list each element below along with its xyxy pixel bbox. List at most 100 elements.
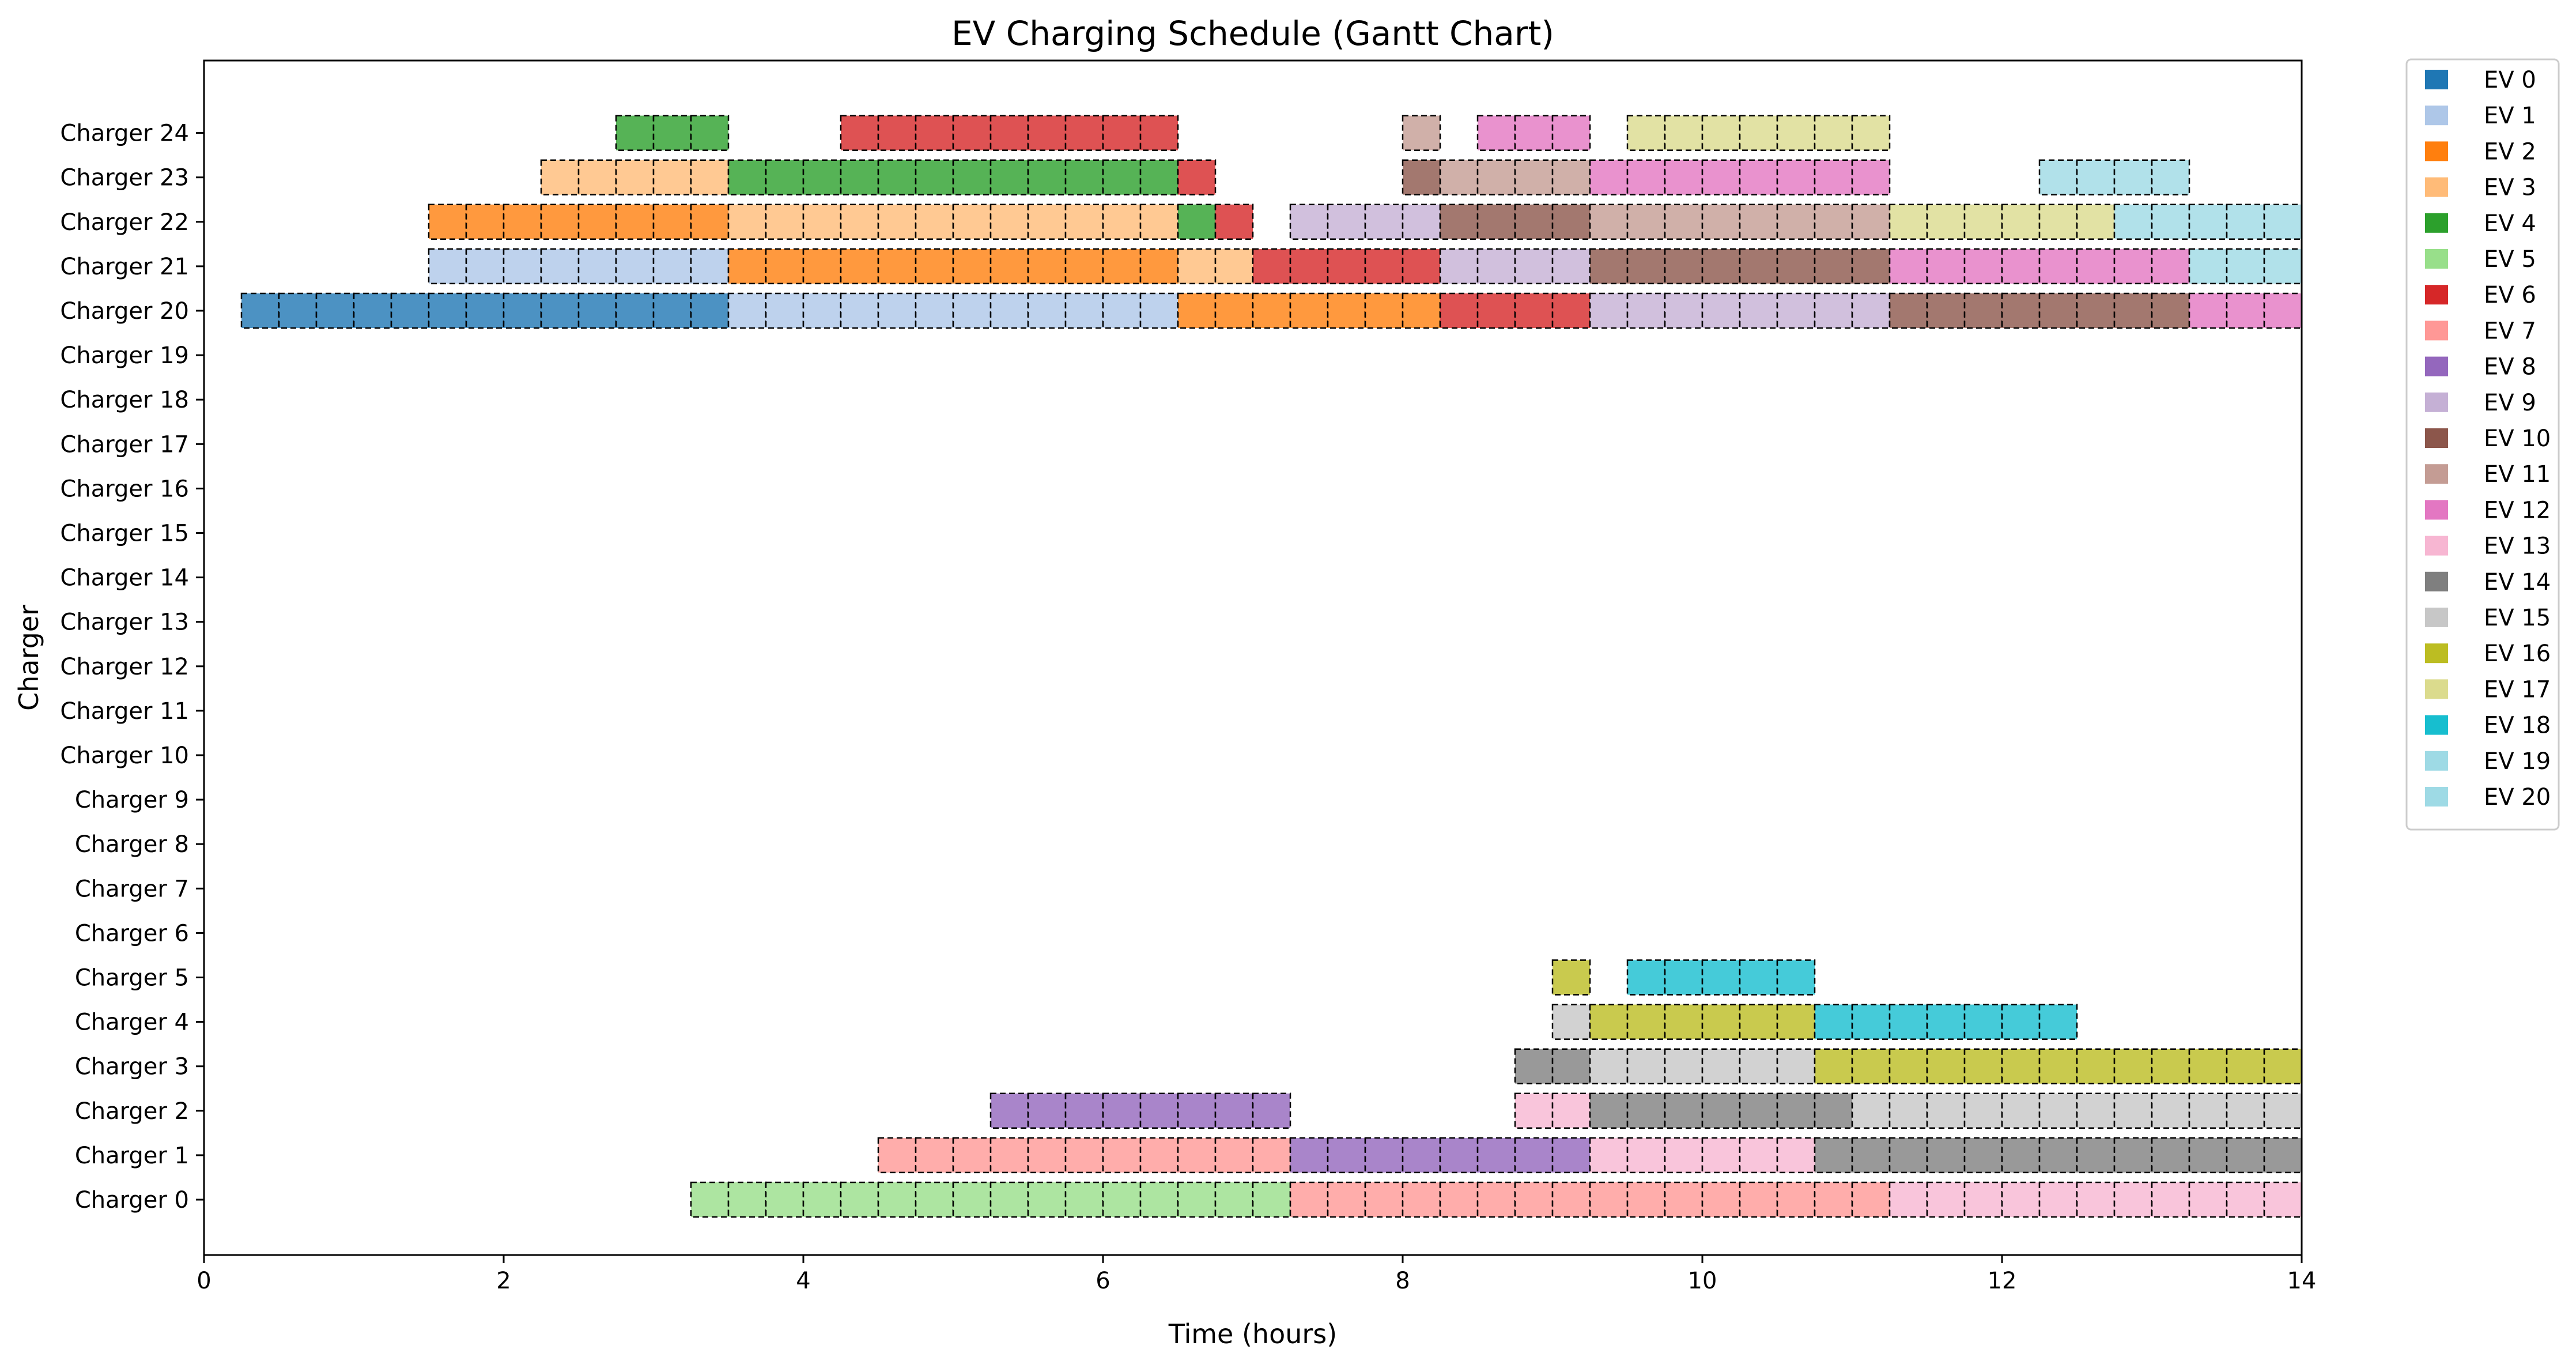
x-tick-label: 14 <box>2287 1268 2317 1294</box>
schedule-segment <box>1814 1048 1853 1084</box>
schedule-segment <box>1252 1092 1291 1129</box>
schedule-segment <box>1476 115 1516 151</box>
schedule-segment <box>1102 203 1142 240</box>
schedule-segment <box>802 1181 842 1218</box>
legend-swatch <box>2425 500 2448 520</box>
schedule-segment <box>615 159 655 195</box>
task-bar-ev-0 <box>240 292 730 329</box>
schedule-segment <box>1851 292 1891 329</box>
legend-swatch <box>2425 536 2448 556</box>
schedule-segment <box>1402 1137 1441 1174</box>
schedule-segment <box>1926 1181 1966 1218</box>
schedule-segment <box>2151 1048 2190 1084</box>
task-bar-ev-17 <box>1626 115 1891 151</box>
legend-label: EV 7 <box>2484 318 2536 344</box>
schedule-segment <box>727 203 767 240</box>
schedule-segment <box>2076 1137 2116 1174</box>
schedule-segment <box>1139 203 1179 240</box>
schedule-segment <box>2001 203 2041 240</box>
schedule-segment <box>1776 159 1816 195</box>
x-tick-label: 8 <box>1395 1268 1410 1294</box>
schedule-segment <box>1064 248 1104 285</box>
schedule-segment <box>989 292 1029 329</box>
schedule-segment <box>1926 1048 1966 1084</box>
schedule-segment <box>2188 292 2228 329</box>
y-tick-label: Charger 1 <box>75 1143 189 1169</box>
schedule-segment <box>1476 159 1516 195</box>
schedule-segment <box>2151 203 2190 240</box>
schedule-segment <box>1701 159 1741 195</box>
schedule-segment <box>802 159 842 195</box>
legend-item: EV 7 <box>2425 318 2536 344</box>
x-tick-label: 12 <box>1988 1268 2017 1294</box>
task-bar-ev-18 <box>1814 1004 2078 1040</box>
schedule-segment <box>2151 1181 2190 1218</box>
legend-label: EV 8 <box>2484 354 2536 380</box>
schedule-segment <box>1402 1181 1441 1218</box>
y-tick-label: Charger 6 <box>75 920 189 947</box>
legend-item: EV 1 <box>2425 103 2536 129</box>
legend-swatch <box>2425 643 2448 664</box>
legend-label: EV 9 <box>2484 390 2536 416</box>
task-bar-ev-3 <box>1177 248 1254 285</box>
schedule-segment <box>540 248 580 285</box>
schedule-segment <box>353 292 392 329</box>
schedule-segment <box>1102 292 1142 329</box>
schedule-segment <box>577 159 617 195</box>
schedule-segment <box>1701 248 1741 285</box>
schedule-segment <box>1177 292 1217 329</box>
schedule-segment <box>1476 1137 1516 1174</box>
schedule-segment <box>765 159 804 195</box>
schedule-segment <box>1739 248 1778 285</box>
schedule-segment <box>1514 159 1554 195</box>
task-bar-ev-11 <box>1402 115 1441 151</box>
legend-label: EV 11 <box>2484 461 2551 488</box>
x-tick-label: 0 <box>197 1268 211 1294</box>
y-tick-label: Charger 8 <box>75 831 189 858</box>
schedule-segment <box>2226 1092 2265 1129</box>
schedule-segment <box>2113 248 2153 285</box>
schedule-segment <box>952 203 992 240</box>
schedule-segment <box>2151 1137 2190 1174</box>
schedule-segment <box>1776 1048 1816 1084</box>
legend-swatch <box>2425 608 2448 627</box>
schedule-segment <box>2226 1048 2265 1084</box>
schedule-segment <box>1701 203 1741 240</box>
task-bar-ev-18 <box>1626 959 1816 996</box>
schedule-segment <box>1664 248 1704 285</box>
task-bar-ev-19 <box>2038 159 2190 195</box>
schedule-segment <box>577 203 617 240</box>
schedule-segment <box>540 292 580 329</box>
schedule-segment <box>1139 115 1179 151</box>
task-bar-ev-15 <box>1589 1048 1816 1084</box>
schedule-segment <box>1139 1092 1179 1129</box>
schedule-segment <box>1064 1092 1104 1129</box>
schedule-segment <box>1926 1004 1966 1040</box>
legend-label: EV 10 <box>2484 425 2551 452</box>
schedule-segment <box>315 292 355 329</box>
schedule-segment <box>915 115 954 151</box>
legend-item: EV 5 <box>2425 246 2536 273</box>
schedule-segment <box>1439 159 1479 195</box>
schedule-segment <box>1027 1092 1067 1129</box>
task-bar-ev-16 <box>1589 1004 1816 1040</box>
schedule-segment <box>1551 959 1591 996</box>
schedule-segment <box>1851 1181 1891 1218</box>
legend-label: EV 14 <box>2484 569 2551 596</box>
schedule-segment <box>1139 292 1179 329</box>
schedule-segment <box>1177 1181 1217 1218</box>
schedule-segment <box>1664 1137 1704 1174</box>
schedule-segment <box>915 1137 954 1174</box>
schedule-segment <box>1514 248 1554 285</box>
schedule-segment <box>2188 203 2228 240</box>
schedule-segment <box>840 203 879 240</box>
schedule-segment <box>1514 1137 1554 1174</box>
schedule-segment <box>503 203 542 240</box>
schedule-segment <box>540 203 580 240</box>
schedule-segment <box>1027 1181 1067 1218</box>
schedule-segment <box>1364 203 1404 240</box>
legend-swatch <box>2425 141 2448 161</box>
task-bar-ev-10 <box>1888 292 2190 329</box>
schedule-segment <box>1439 292 1479 329</box>
schedule-segment <box>1064 292 1104 329</box>
